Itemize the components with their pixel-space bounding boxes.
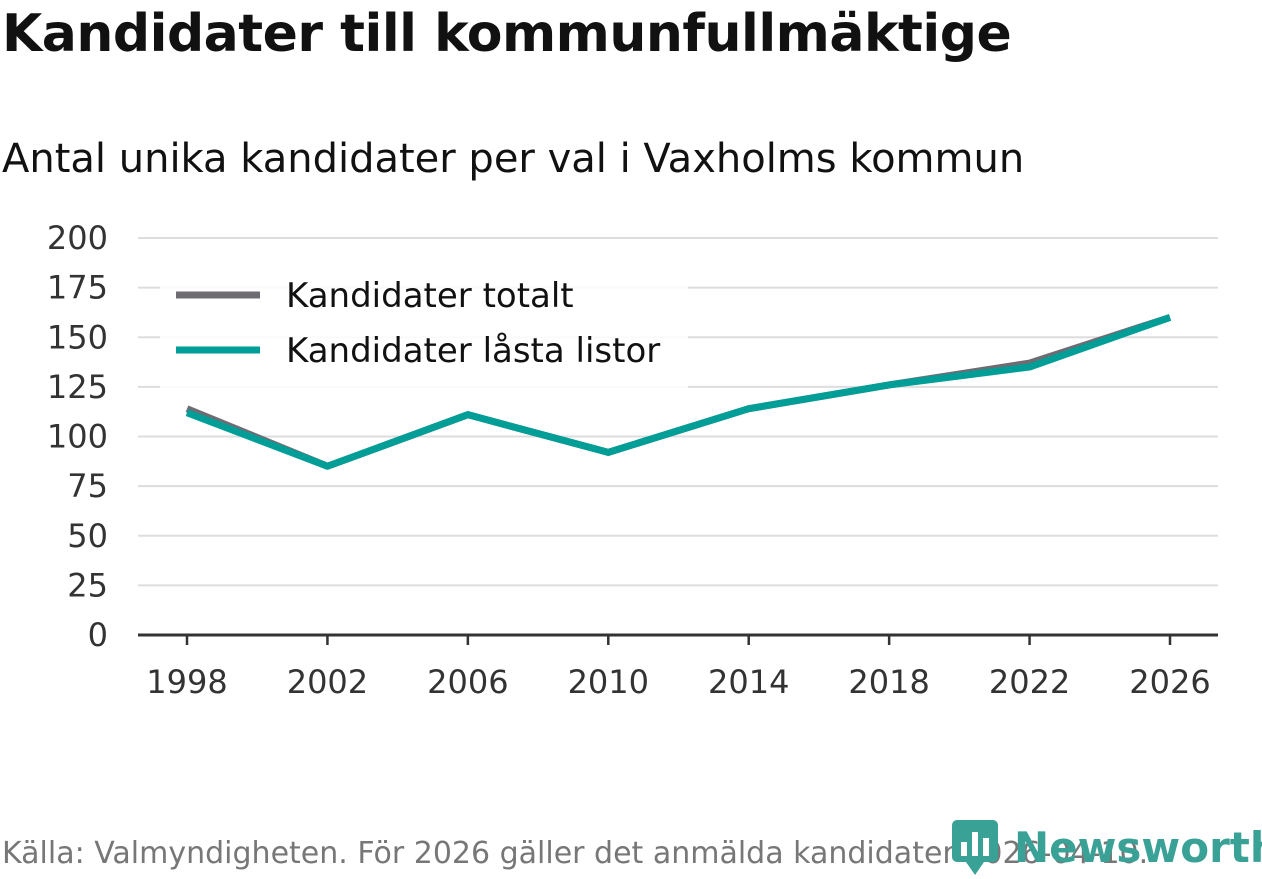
brand-name: Newsworthy [1014, 822, 1262, 872]
x-tick-label-2002: 2002 [287, 663, 368, 701]
legend-label-2: Kandidater låsta listor [286, 331, 660, 371]
newsworthy-logo: Newsworthy [950, 818, 1262, 876]
line-chart: 0 25 50 75 100 125 150 175 200 1998 2002 2006 2010 20… [47, 219, 1218, 701]
y-tick-label-150: 150 [47, 318, 108, 356]
x-tick-label-2026: 2026 [1129, 663, 1210, 701]
y-tick-label-125: 125 [47, 368, 108, 406]
y-tick-label-200: 200 [47, 219, 108, 257]
bar-chart-logo-icon [952, 820, 998, 875]
x-tick-label-1998: 1998 [146, 663, 227, 701]
series-line-kandidater-lasta-listor [185, 314, 1172, 470]
y-tick-label-25: 25 [67, 566, 108, 604]
y-tick-label-50: 50 [67, 517, 108, 555]
chart-title: Kandidater till kommunfullmäktige [2, 4, 1012, 64]
x-tick-label-2022: 2022 [989, 663, 1070, 701]
legend-label-1: Kandidater totalt [286, 276, 574, 316]
x-tick-label-2014: 2014 [708, 663, 789, 701]
chart-subtitle: Antal unika kandidater per val i Vaxholm… [2, 136, 1025, 182]
x-tick-label-2018: 2018 [848, 663, 929, 701]
x-tick-label-2010: 2010 [568, 663, 649, 701]
y-tick-label-175: 175 [47, 269, 108, 307]
x-tick-label-2006: 2006 [427, 663, 508, 701]
legend-box [160, 270, 688, 388]
y-tick-label-75: 75 [67, 467, 108, 505]
y-tick-label-100: 100 [47, 418, 108, 456]
y-tick-label-0: 0 [88, 616, 108, 654]
